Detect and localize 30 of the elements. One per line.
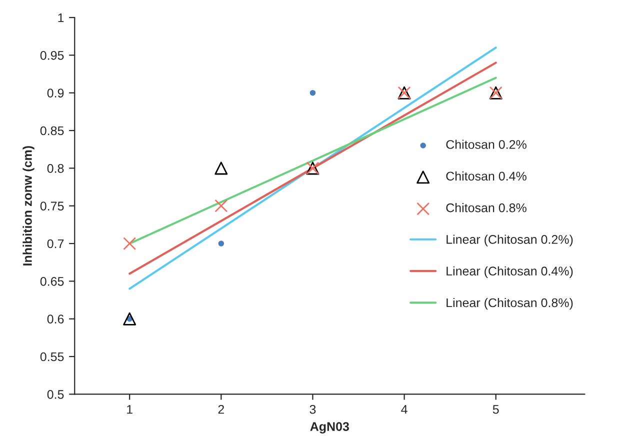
y-tick-label: 0.65 [40,276,64,286]
point [214,199,228,212]
y-tick-label: 0.6 [47,314,64,324]
y-tick-label: 0.7 [47,239,64,248]
y-tick-label: 0.8 [47,164,64,173]
point [123,312,136,326]
x-tick-label: 5 [492,405,499,414]
point [214,162,228,175]
y-tick-label: 1 [58,13,64,22]
legend-label: Chitosan 0.4% [446,171,526,181]
y-tick-label: 0.5 [47,390,64,399]
y-tick-label: 0.9 [47,88,64,98]
x-tick-label: 1 [127,405,132,414]
point [310,90,316,96]
legend-label: Linear (Chitosan 0.4%) [446,266,573,278]
legend-label: Chitosan 0.2% [446,140,526,149]
y-tick-label: 0.95 [40,50,64,60]
point [218,240,224,246]
x-tick-label: 2 [218,404,224,414]
y-axis-title: Inhibition zonw (cm) [22,146,34,266]
y-tick-label: 0.55 [40,352,64,362]
x-tick-label: 4 [401,405,408,414]
y-tick-label: 0.85 [40,126,64,136]
x-axis-title: AgN03 [310,422,350,434]
legend-label: Chitosan 0.8% [446,203,526,212]
point [123,237,136,250]
y-tick-label: 0.75 [40,202,64,211]
legend-label: Linear (Chitosan 0.8%) [446,298,573,310]
legend-label: Linear (Chitosan 0.2%) [446,234,573,246]
x-tick-label: 3 [310,404,316,414]
